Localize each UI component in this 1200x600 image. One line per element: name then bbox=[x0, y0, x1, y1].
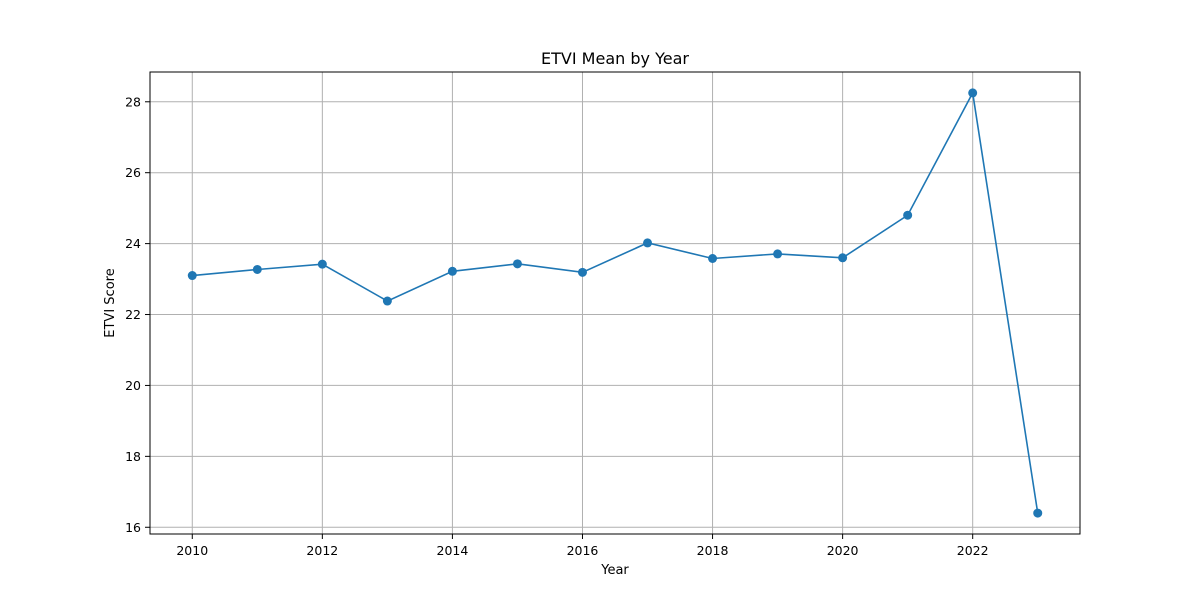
data-series bbox=[187, 88, 1043, 518]
data-point-2010 bbox=[187, 271, 197, 281]
series-line bbox=[192, 90, 1039, 514]
data-point-2018 bbox=[708, 254, 718, 263]
y-tick-label: 24 bbox=[125, 236, 141, 251]
data-point-2016 bbox=[577, 267, 587, 277]
y-tick-label: 22 bbox=[125, 307, 141, 322]
data-point-2022 bbox=[968, 88, 978, 98]
x-tick-label: 2018 bbox=[697, 543, 729, 558]
x-tick-label: 2022 bbox=[957, 543, 989, 558]
data-point-2023 bbox=[1033, 508, 1043, 518]
y-tick-label: 18 bbox=[125, 449, 141, 464]
x-tick-label: 2016 bbox=[567, 543, 599, 558]
grid bbox=[150, 72, 1080, 534]
x-tick-label: 2014 bbox=[437, 543, 469, 558]
data-point-2012 bbox=[317, 259, 327, 269]
data-point-2017 bbox=[643, 238, 653, 248]
x-tick-label: 2012 bbox=[306, 543, 338, 558]
y-tick-label: 16 bbox=[125, 520, 141, 535]
data-point-2020 bbox=[838, 253, 848, 263]
x-tick-label: 2020 bbox=[827, 543, 859, 558]
y-axis-ticks: 16 18 20 22 24 26 28 bbox=[125, 94, 150, 535]
data-point-2021 bbox=[903, 210, 913, 220]
y-tick-label: 20 bbox=[125, 378, 141, 393]
data-point-2011 bbox=[252, 264, 262, 274]
x-tick-label: 2010 bbox=[176, 543, 208, 558]
data-point-2014 bbox=[447, 266, 457, 276]
y-axis-label: ETVI Score bbox=[103, 268, 118, 337]
data-point-2013 bbox=[382, 296, 392, 306]
x-axis-label: Year bbox=[600, 563, 629, 578]
y-tick-label: 26 bbox=[125, 165, 141, 180]
axes-frame bbox=[149, 71, 1081, 535]
data-point-2019 bbox=[773, 249, 783, 259]
data-point-2015 bbox=[512, 259, 522, 269]
y-tick-label: 28 bbox=[125, 94, 141, 109]
chart-title: ETVI Mean by Year bbox=[541, 49, 689, 68]
x-axis-ticks: 2010 2012 2014 2016 2018 2020 2022 bbox=[176, 534, 989, 558]
